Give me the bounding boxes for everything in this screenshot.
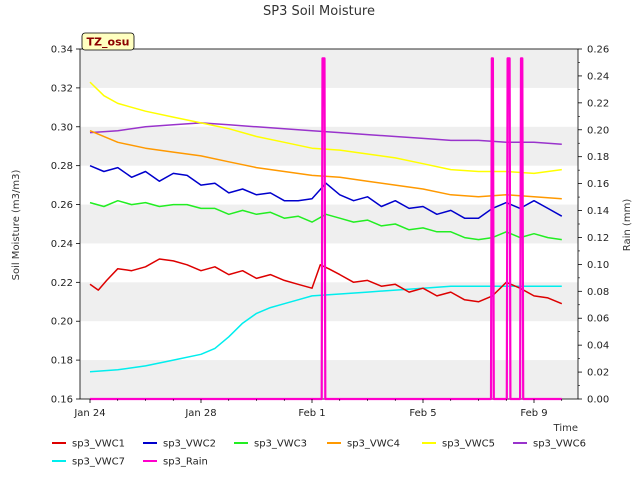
y-tick-label: 0.18 — [51, 356, 73, 367]
legend-label: sp3_VWC4 — [347, 439, 400, 450]
y2-tick-label: 0.02 — [587, 368, 609, 379]
x-tick-label: Jan 24 — [73, 408, 105, 419]
right-axis: 0.00 0.02 0.04 0.06 0.08 0.10 0.12 0.14 0.16 0.18… — [578, 45, 609, 406]
y2-axis-label: Rain (mm) — [622, 199, 633, 252]
y2-tick-label: 0.06 — [587, 314, 609, 325]
x-tick-label: Feb 5 — [409, 408, 436, 419]
station-badge-text: TZ_osu — [87, 36, 130, 49]
y-axis-label: Soil Moisture (m3/m3) — [11, 170, 22, 281]
series-layer — [89, 57, 563, 401]
y-tick-label: 0.28 — [51, 161, 73, 172]
x-tick-label: Jan 28 — [184, 408, 216, 419]
y2-tick-label: 0.20 — [587, 125, 609, 136]
x-tick-label: Feb 9 — [520, 408, 547, 419]
grid-band — [80, 126, 578, 166]
series-line-sp3-vwc4 — [89, 130, 562, 200]
legend-label: sp3_Rain — [163, 457, 208, 468]
y2-tick-label: 0.12 — [587, 233, 609, 244]
station-badge-box — [81, 32, 135, 51]
legend-label: sp3_VWC7 — [72, 457, 125, 468]
left-axis: 0.16 0.18 0.20 0.22 0.24 0.26 0.28 0.30 0.32 0.34 — [51, 45, 80, 406]
series-line-sp3-rain — [90, 57, 562, 401]
series-line-sp3-vwc5 — [89, 81, 562, 175]
y-tick-label: 0.32 — [51, 83, 73, 94]
y2-tick-label: 0.04 — [587, 341, 609, 352]
x-tick-label: Feb 1 — [298, 408, 325, 419]
series-line-sp3-vwc1 — [89, 258, 563, 305]
y-tick-label: 0.16 — [51, 395, 73, 406]
legend-label: sp3_VWC2 — [163, 439, 216, 450]
legend-label: sp3_VWC6 — [533, 439, 586, 450]
y2-tick-label: 0.24 — [587, 71, 609, 82]
y2-tick-label: 0.14 — [587, 206, 609, 217]
x-axis: Jan 24 Jan 28 Feb 1 Feb 5 Feb 9 — [73, 399, 563, 419]
y-tick-label: 0.26 — [51, 200, 73, 211]
y-tick-label: 0.20 — [51, 317, 73, 328]
series-line-sp3-vwc2 — [89, 165, 563, 219]
y2-tick-label: 0.00 — [587, 395, 609, 406]
y2-tick-label: 0.18 — [587, 152, 609, 163]
y-tick-label: 0.22 — [51, 278, 73, 289]
legend-label: sp3_VWC5 — [442, 439, 495, 450]
legend-label: sp3_VWC3 — [254, 439, 307, 450]
series-line-sp3-vwc6 — [89, 122, 562, 146]
x-axis-label: Time — [553, 423, 578, 434]
y-tick-label: 0.30 — [51, 122, 73, 133]
series-line-sp3-vwc7 — [89, 285, 562, 373]
y2-tick-label: 0.08 — [587, 287, 609, 298]
grid-band — [80, 49, 578, 88]
grid-band — [80, 360, 578, 399]
legend-label: sp3_VWC1 — [72, 439, 125, 450]
legend: sp3_VWC1 sp3_VWC2 sp3_VWC3 sp3_VWC4 sp3_VWC5… — [52, 439, 586, 468]
y2-tick-label: 0.16 — [587, 179, 609, 190]
chart-title: SP3 Soil Moisture — [263, 4, 375, 19]
y2-tick-label: 0.26 — [587, 45, 609, 56]
y-tick-label: 0.24 — [51, 239, 73, 250]
y2-tick-label: 0.10 — [587, 260, 609, 271]
station-badge: TZ_osu — [81, 32, 135, 51]
grid-band — [80, 282, 578, 322]
grid-bands — [80, 49, 578, 399]
y2-tick-label: 0.22 — [587, 98, 609, 109]
grid-band — [80, 204, 578, 244]
y-tick-label: 0.34 — [51, 45, 73, 56]
